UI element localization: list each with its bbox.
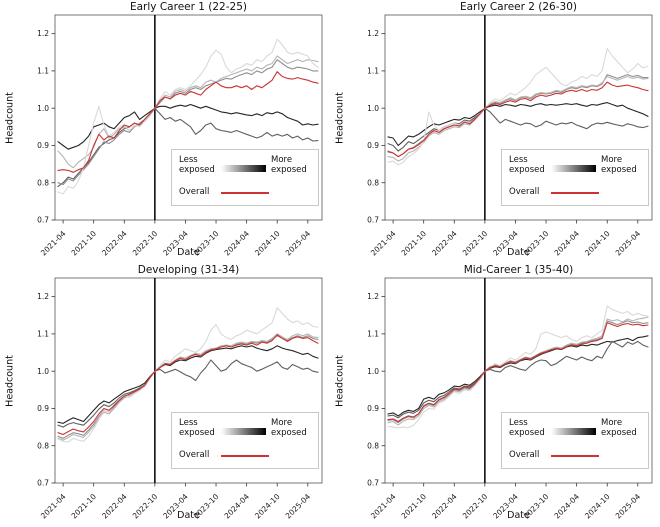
- y-tick-label: 1.2: [367, 292, 379, 301]
- legend-less-exposed-label: Less exposed: [179, 155, 215, 176]
- y-axis-label: Headcount: [4, 355, 16, 407]
- series-least_exposed_q1-line: [57, 307, 319, 443]
- y-tick-label: 0.7: [367, 216, 379, 225]
- exposure-gradient-bar-icon: [214, 165, 266, 172]
- series-overall-line: [57, 334, 319, 436]
- y-tick-label: 0.7: [37, 479, 49, 488]
- chart-title: Early Career 2 (26-30): [459, 1, 577, 13]
- series-overall-line: [57, 71, 319, 173]
- panel-early-career-1: 0.7 0.8 0.9 1.0 1.1 1.2 2021-04 2021-10 2022-04 2…: [0, 0, 330, 264]
- y-tick-label: 1.1: [37, 67, 49, 76]
- overall-line-swatch-icon: [551, 192, 599, 194]
- exposure-gradient-bar-icon: [544, 165, 596, 172]
- y-tick-label: 0.7: [37, 216, 49, 225]
- series-quintile_4-line: [387, 340, 649, 419]
- legend-overall-label: Overall: [509, 450, 540, 460]
- panel-developing: 0.7 0.8 0.9 1.0 1.1 1.2 2021-04 2021-10 2022-04 2…: [0, 263, 330, 527]
- y-tick-label: 1.0: [37, 367, 49, 376]
- legend: Less exposed More exposed Overall: [171, 412, 319, 469]
- y-tick-label: 1.1: [37, 330, 49, 339]
- y-axis-label: Headcount: [4, 92, 16, 144]
- series-least_exposed_q1-line: [387, 305, 649, 429]
- legend-more-exposed-label: More exposed: [601, 418, 637, 439]
- legend-less-exposed-label: Less exposed: [509, 418, 545, 439]
- y-tick-label: 1.0: [367, 104, 379, 113]
- y-tick-label: 1.1: [367, 330, 379, 339]
- series-least_exposed_q1-line: [387, 47, 649, 166]
- series-quintile_2-line: [387, 75, 649, 162]
- y-tick-label: 1.2: [367, 29, 379, 38]
- panel-early-career-2: 0.7 0.8 0.9 1.0 1.1 1.2 2021-04 2021-10 2022-04 2…: [330, 0, 660, 264]
- series-quintile_4-line: [387, 107, 649, 152]
- chart-title: Mid-Career 1 (35-40): [463, 264, 574, 276]
- legend-less-exposed-label: Less exposed: [509, 155, 545, 176]
- y-tick-label: 0.8: [367, 178, 379, 187]
- y-tick-label: 0.7: [367, 479, 379, 488]
- y-tick-label: 0.8: [37, 441, 49, 450]
- y-tick-label: 1.2: [37, 292, 49, 301]
- legend-overall-label: Overall: [179, 187, 210, 197]
- y-axis-label: Headcount: [334, 355, 346, 407]
- legend-less-exposed-label: Less exposed: [179, 418, 215, 439]
- chart-title: Early Career 1 (22-25): [129, 1, 247, 13]
- plot-frame: [384, 277, 653, 484]
- series-most_exposed_q5-line: [57, 345, 319, 424]
- panel-mid-career-1: 0.7 0.8 0.9 1.0 1.1 1.2 2021-04 2021-10 2022-04 2…: [330, 263, 660, 527]
- y-tick-label: 0.9: [367, 404, 379, 413]
- legend: Less exposed More exposed Overall: [501, 412, 649, 469]
- series-most_exposed_q5-line: [57, 103, 319, 150]
- series-least_exposed_q1-line: [57, 38, 319, 195]
- x-axis-label: Date: [507, 247, 530, 258]
- y-tick-label: 0.8: [367, 441, 379, 450]
- y-tick-label: 1.1: [367, 67, 379, 76]
- y-tick-label: 1.0: [367, 367, 379, 376]
- chart-title: Developing (31-34): [137, 264, 240, 276]
- x-axis-label: Date: [507, 510, 530, 521]
- series-quintile_3-line: [387, 74, 649, 158]
- y-tick-label: 0.9: [37, 404, 49, 413]
- exposure-gradient-bar-icon: [214, 428, 266, 435]
- legend-more-exposed-label: More exposed: [601, 155, 637, 176]
- legend-overall-label: Overall: [179, 450, 210, 460]
- series-quintile_2-line: [57, 55, 319, 169]
- overall-line-swatch-icon: [221, 192, 269, 194]
- y-tick-label: 0.9: [367, 141, 379, 150]
- series-quintile_3-line: [57, 59, 319, 186]
- series-quintile_4-line: [57, 359, 319, 428]
- legend-more-exposed-label: More exposed: [271, 418, 307, 439]
- y-tick-label: 0.8: [37, 178, 49, 187]
- series-quintile_3-line: [387, 320, 649, 424]
- y-tick-label: 1.0: [37, 104, 49, 113]
- y-tick-label: 0.9: [37, 141, 49, 150]
- legend: Less exposed More exposed Overall: [501, 149, 649, 206]
- y-axis-label: Headcount: [334, 92, 346, 144]
- series-most_exposed_q5-line: [387, 335, 649, 417]
- x-axis-label: Date: [177, 247, 200, 258]
- legend-overall-label: Overall: [509, 187, 540, 197]
- overall-line-swatch-icon: [551, 455, 599, 457]
- series-most_exposed_q5-line: [387, 102, 649, 147]
- series-overall-line: [387, 81, 649, 158]
- plot-frame: [54, 14, 323, 221]
- plot-frame: [54, 277, 323, 484]
- y-tick-label: 1.2: [37, 29, 49, 38]
- legend: Less exposed More exposed Overall: [171, 149, 319, 206]
- x-axis-label: Date: [177, 510, 200, 521]
- series-overall-line: [387, 322, 649, 423]
- legend-more-exposed-label: More exposed: [271, 155, 307, 176]
- overall-line-swatch-icon: [221, 455, 269, 457]
- plot-frame: [384, 14, 653, 221]
- series-quintile_2-line: [387, 316, 649, 426]
- exposure-gradient-bar-icon: [544, 428, 596, 435]
